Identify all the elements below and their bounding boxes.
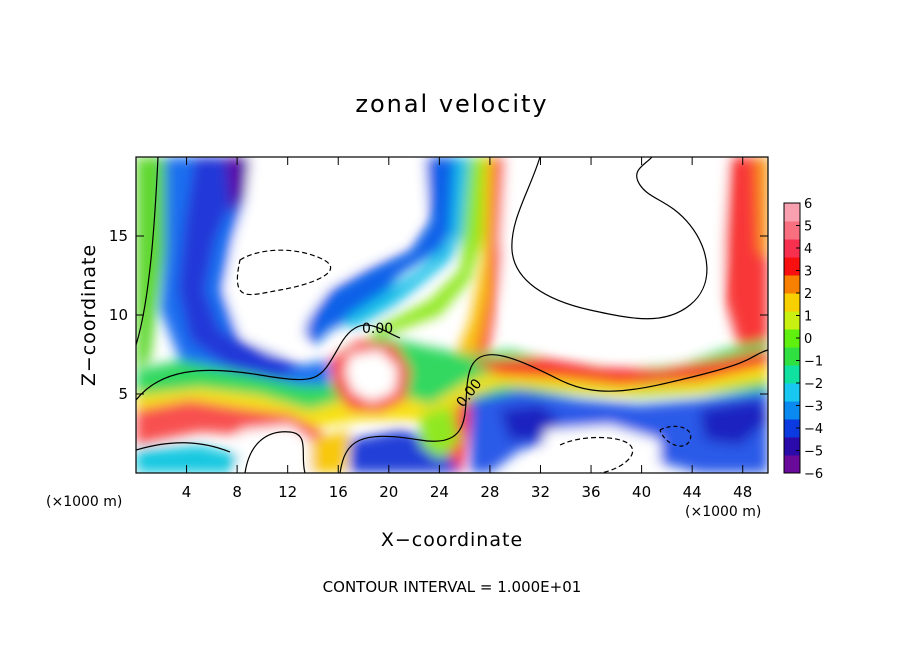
y-tick-label: 15: [109, 227, 128, 245]
colorbar-tick-label: 3: [804, 265, 812, 280]
colorbar-tick-label: −5: [804, 445, 823, 460]
colorbar-segment: [784, 329, 800, 348]
colorbar-segment: [784, 275, 800, 294]
y-tick-label: 10: [109, 306, 128, 324]
y-axis: 5 10 15: [109, 227, 768, 403]
x-axis-label: X−coordinate: [381, 529, 523, 551]
x-unit-label-right: (×1000 m): [685, 504, 761, 520]
colorbar-tick-label: −1: [804, 355, 823, 370]
x-tick-label: 40: [632, 483, 651, 501]
colorbar-tick-label: −4: [804, 422, 823, 437]
colorbar-tick-label: −6: [804, 467, 823, 482]
y-tick-label: 5: [118, 385, 128, 403]
colorbar-tick-label: 4: [804, 242, 812, 257]
x-tick-label: 12: [278, 483, 297, 501]
colorbar-tick-label: 2: [804, 287, 812, 302]
colorbar-segment: [784, 311, 800, 330]
velocity-field: [136, 157, 768, 473]
colorbar-tick-label: −3: [804, 400, 823, 415]
colorbar: 6 5 4 3 2 1 0 −1 −2 −3 −4 −5 −6: [783, 197, 823, 482]
colorbar-tick-label: 5: [804, 220, 812, 235]
x-tick-label: 32: [531, 483, 550, 501]
x-tick-label: 24: [430, 483, 449, 501]
colorbar-tick-label: 6: [804, 197, 812, 212]
colorbar-tick-label: 0: [804, 332, 812, 347]
x-tick-label: 44: [683, 483, 702, 501]
x-unit-label: (×1000 m): [46, 494, 122, 510]
x-tick-label: 28: [480, 483, 499, 501]
x-tick-label: 16: [329, 483, 348, 501]
contour-interval-note: CONTOUR INTERVAL = 1.000E+01: [323, 578, 582, 596]
colorbar-segment: [784, 257, 800, 276]
colorbar-segment: [784, 437, 800, 456]
colorbar-segment: [784, 401, 800, 420]
x-tick-label: 8: [232, 483, 242, 501]
x-axis: 4 8 12 16 20 24 28 32 36 40 44 48: [182, 157, 752, 501]
x-tick-label: 36: [581, 483, 600, 501]
colorbar-segment: [784, 365, 800, 384]
colorbar-tick-label: 1: [804, 310, 812, 325]
colorbar-segment: [784, 293, 800, 312]
chart-title: zonal velocity: [355, 90, 548, 118]
colorbar-segment: [784, 221, 800, 240]
contour-label: 0.00: [362, 321, 393, 337]
colorbar-segment: [784, 419, 800, 438]
colorbar-tick-label: −2: [804, 377, 823, 392]
y-axis-label: Z−coordinate: [78, 244, 100, 386]
colorbar-segment: [784, 347, 800, 366]
x-tick-label: 20: [379, 483, 398, 501]
x-tick-label: 48: [733, 483, 752, 501]
colorbar-segment: [784, 239, 800, 258]
x-tick-label: 4: [182, 483, 192, 501]
colorbar-segment: [784, 203, 800, 222]
colorbar-segment: [784, 455, 800, 474]
colorbar-segment: [784, 383, 800, 402]
